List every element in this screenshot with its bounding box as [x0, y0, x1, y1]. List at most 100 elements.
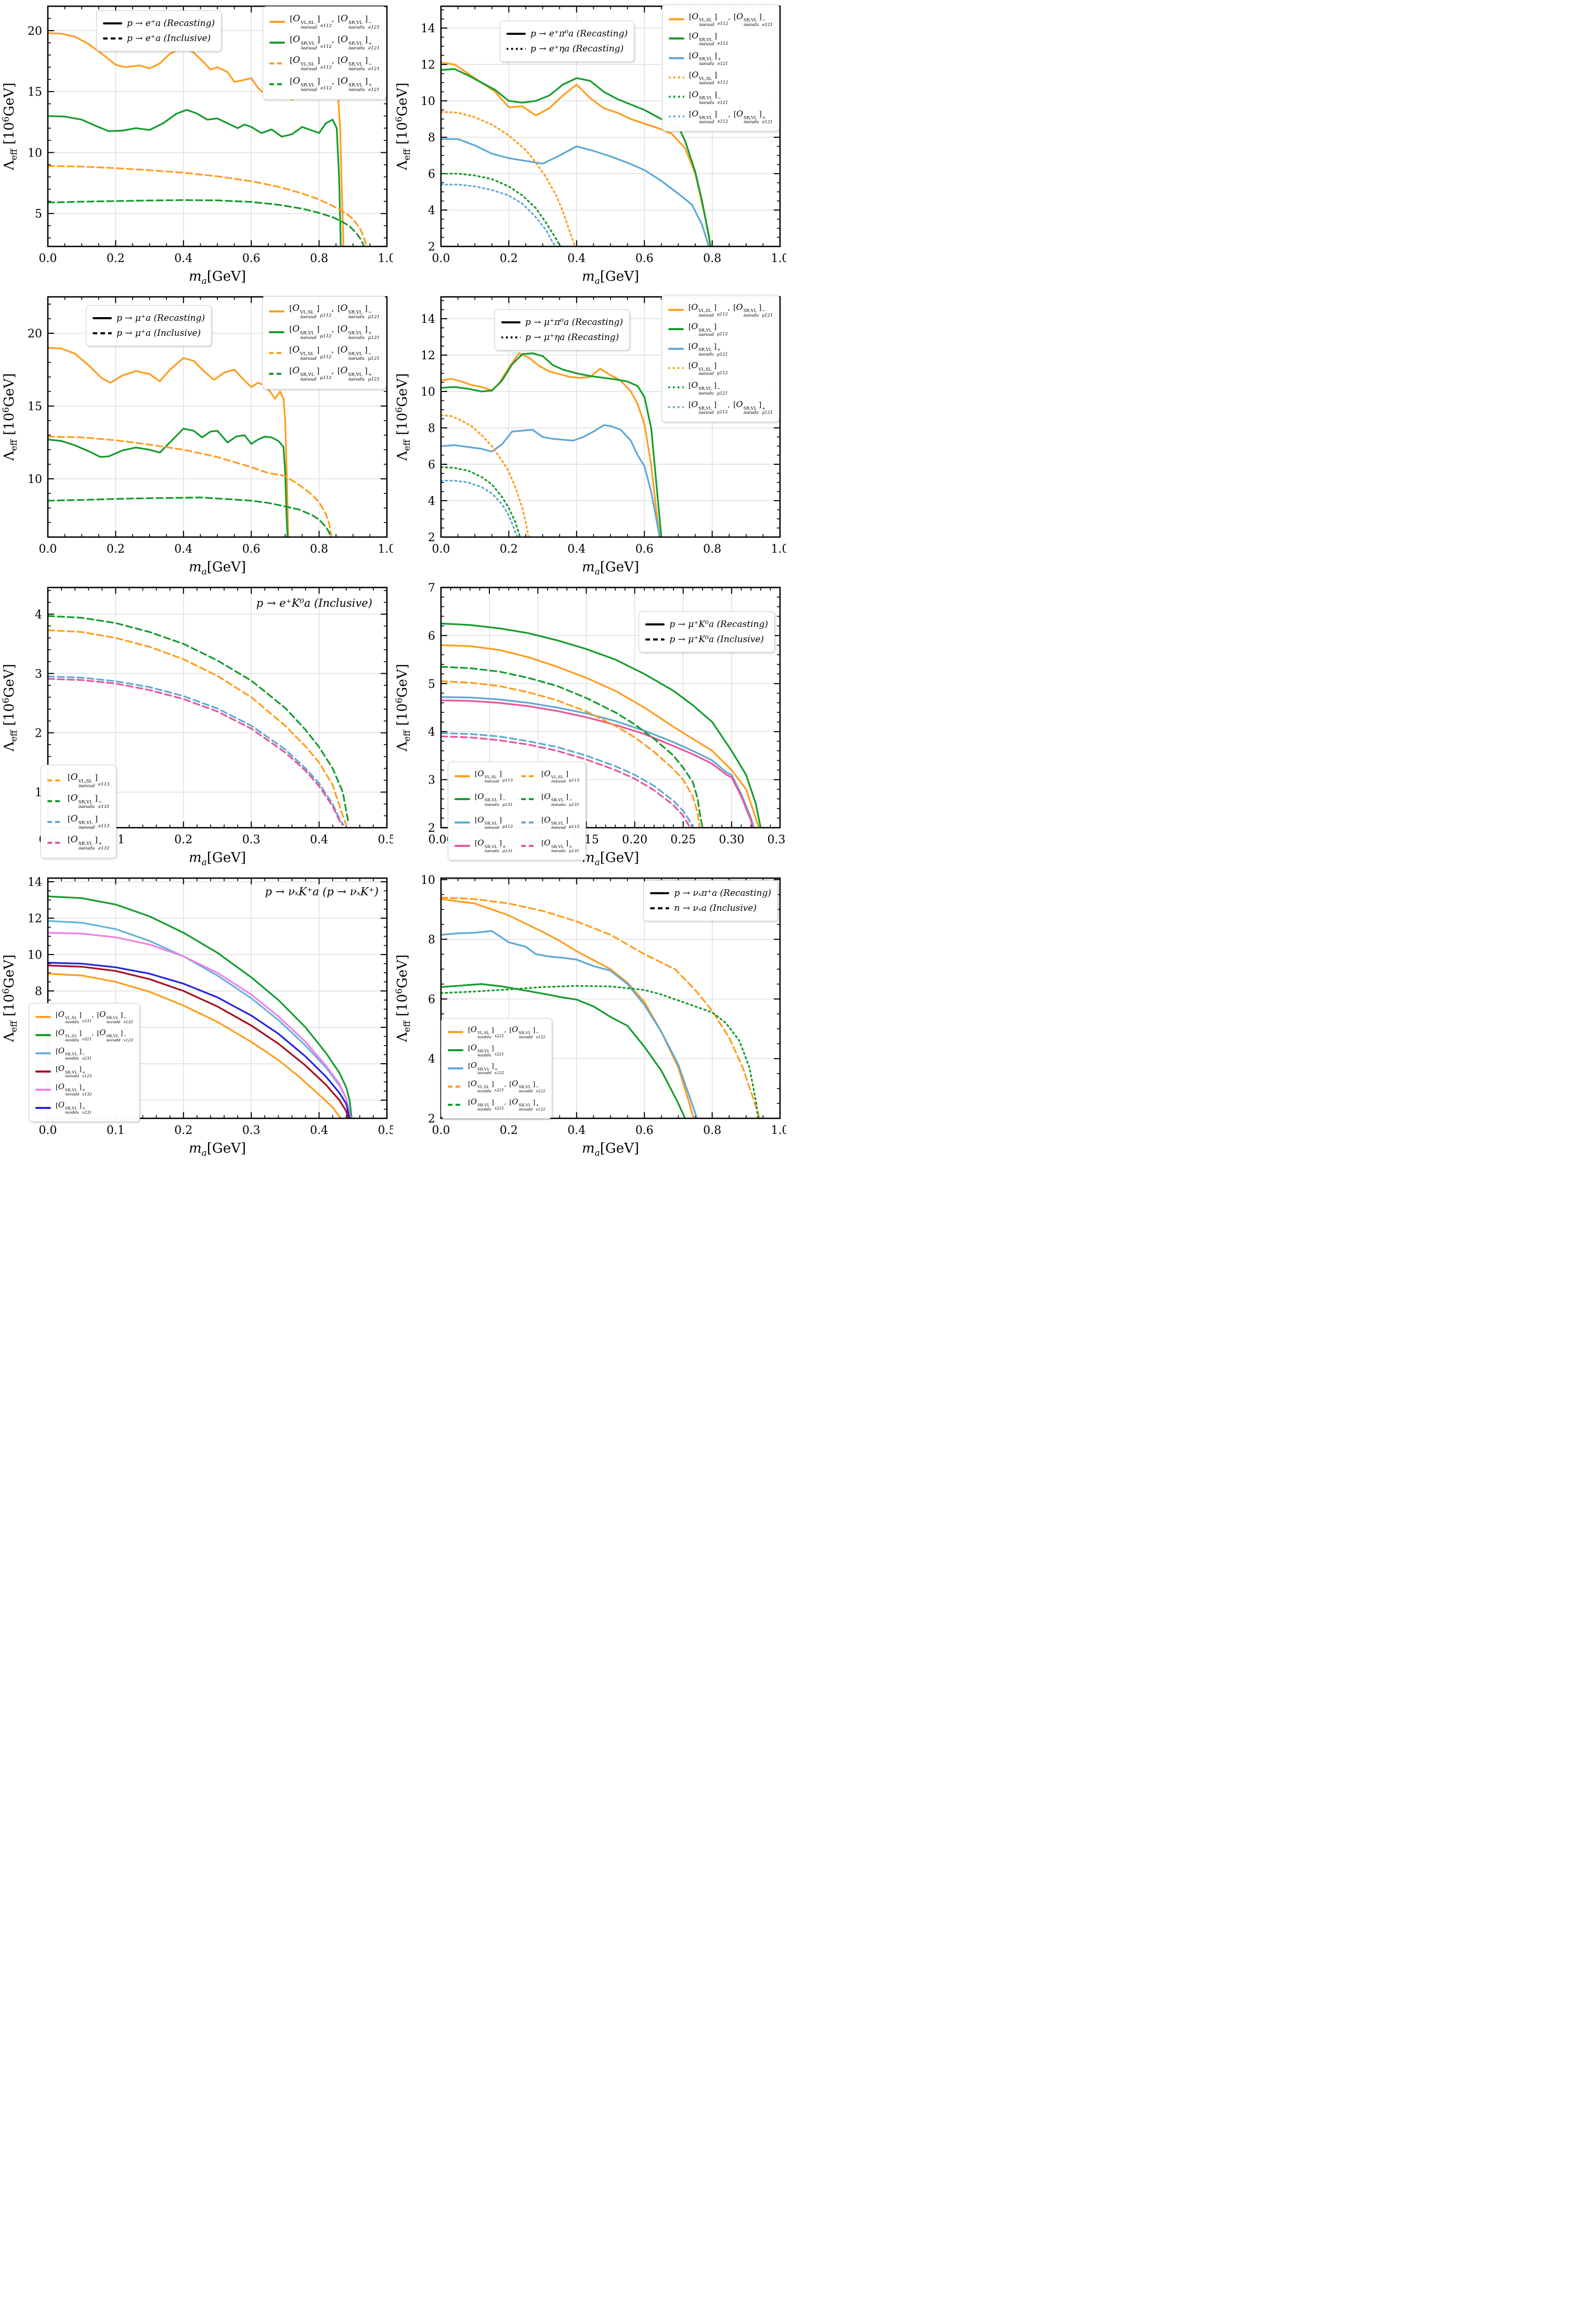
operator-label: [O SR,VL ∂aeuud] e112: [290, 34, 332, 51]
x-tick-label: 0.8: [310, 252, 328, 265]
x-tick-label: 0.0: [432, 543, 450, 556]
operator-label: [O SR,VL ∂avudd] − x132: [97, 1010, 133, 1024]
y-tick-label: 12: [421, 349, 435, 362]
series-orange-solid: [48, 347, 289, 537]
operator-label: [O SR,VL ∂aeudu] + μ121: [733, 399, 773, 415]
operator-label: [O SR,VL ∂aeudu] − e121: [337, 55, 380, 72]
x-tick-label: 0.8: [703, 1124, 721, 1137]
operator-label: [O SR,VL ∂aeuud] e113: [68, 813, 110, 830]
plot-frame: [440, 586, 781, 829]
operator-separator: ,: [332, 57, 337, 66]
legend-label: [O VL,SL ∂avddu] x221, [O SR,VL ∂avudd] − x122: [468, 1025, 545, 1039]
series-orange-dashed: [48, 436, 332, 537]
legend-entry: [O SR,VL ∂aeuud] e112, [O SR,VL ∂aeudu] + e121: [269, 76, 380, 93]
operator-label: [O VL,SL ∂aeuud] μ112: [688, 302, 728, 318]
legend-swatch-pink-solid: [454, 844, 470, 847]
legend-entry: [O VL,SL ∂avddu] x321, [O SR,VL ∂avudd] − x123: [35, 1028, 133, 1042]
legend-label: [O SR,VL ∂aeudu] + μ131: [541, 838, 579, 853]
series-green-solid: [48, 895, 353, 1118]
legend-label: p → μ⁺K⁰a (Inclusive): [669, 634, 764, 645]
panel-p-mu-pi0-a: 0.0 0.2 0.4 0.6 0.8 1.0 2 4 6 8 10 12 14 ma[GeV] Λeff …: [393, 291, 786, 581]
operators-legend: [O VL,SL ∂aeuud] μ112, [O SR,VL ∂aeudu] − μ121[…: [262, 296, 386, 390]
y-axis-title: Λeff [106GeV]: [394, 955, 412, 1042]
series-blue-solid: [441, 424, 661, 537]
panel-p-mu-K0-a: 0.000.050.100.150.200.250.300.35234567ma…: [393, 581, 786, 872]
x-tick-label: 0.5: [378, 1124, 394, 1137]
series-green-dashed: [48, 199, 365, 246]
y-axis-title: Λeff [106GeV]: [1, 373, 19, 461]
legend-label: [O SR,VL ∂aeudu] + e121: [689, 50, 728, 66]
legend-entry: [O SR,VL ∂aeudu] + e131: [47, 834, 110, 851]
operator-label: [O VL,SL ∂aeuud] μ113: [541, 768, 580, 784]
legend-label: [O SR,VL ∂avudd] + x123: [56, 1064, 92, 1078]
series-orange-dotted: [441, 414, 529, 537]
legend-swatch-green-dashed: [269, 83, 285, 86]
legend-swatch-solid: [650, 892, 670, 894]
legend-swatch-blue-dotted: [668, 406, 684, 408]
operator-label: [O SR,VL ∂aeudu] − μ121: [733, 302, 773, 318]
legend-swatch-green-solid: [269, 331, 285, 334]
legend-entry: [O VL,SL ∂aeuud] μ113: [454, 769, 513, 784]
x-axis-title: ma[GeV]: [582, 269, 639, 286]
legend-label: p → e⁺ηa (Recasting): [530, 44, 624, 54]
legend-swatch-green-dashed: [47, 800, 63, 802]
y-tick-label: 7: [428, 582, 435, 595]
legend-label: p → μ⁺a (Recasting): [116, 313, 205, 323]
plot-frame: [440, 877, 781, 1119]
legend-label: [O VL,SL ∂aeuud] e112, [O SR,VL ∂aeudu] − e121: [689, 11, 773, 27]
y-tick-label: 12: [421, 59, 435, 72]
legend-entry: [O SR,VL ∂aeuud] e112: [668, 31, 773, 46]
plot-frame: [440, 5, 781, 247]
legend-swatch-green-dashed: [521, 798, 537, 801]
legend-label: p → e⁺a (Inclusive): [127, 33, 211, 44]
legend-swatch-orange-solid: [668, 18, 684, 20]
series-orange-dashed: [48, 165, 368, 246]
operator-label: [O SR,VL ∂aeuud] μ112: [289, 365, 332, 382]
plot-frame: [440, 296, 781, 538]
operator-label: [O SR,VL ∂avudd] + x123: [56, 1064, 92, 1079]
legend-entry: [O VL,SL ∂avddu] x221, [O SR,VL ∂avudd] − x122: [448, 1079, 545, 1093]
series-orange-solid: [441, 644, 760, 828]
legend-label: [O SR,VL ∂aeuud] e112, [O SR,VL ∂aeudu] + e121: [290, 76, 380, 93]
series-green-solid: [441, 68, 711, 246]
legend-label: [O SR,VL ∂aeuud] e112, [O SR,VL ∂aeudu] + e121: [689, 109, 773, 124]
x-axis-title: ma[GeV]: [189, 1141, 246, 1158]
series-orange-dashed: [441, 896, 761, 1118]
operator-label: [O VL,SL ∂aeuud] μ112: [289, 303, 332, 320]
legend-label: [O SR,VL ∂aeudu] + μ131: [475, 838, 513, 853]
x-tick-label: 0.0: [39, 543, 57, 556]
x-tick-label: 0.4: [310, 833, 328, 846]
legend-entry: [O SR,VL ∂aeudu] + μ121: [668, 341, 773, 356]
legend-swatch-green-solid: [668, 37, 684, 40]
legend-label: [O SR,VL ∂aeuud] μ112, [O SR,VL ∂aeudu] + μ121: [289, 365, 380, 382]
legend-label: p → e⁺π⁰a (Recasting): [530, 29, 628, 39]
y-tick-label: 10: [421, 874, 435, 887]
legend-entry: [O VL,SL ∂aeuud] e113: [47, 772, 110, 789]
legend-swatch-orange-solid: [448, 1031, 463, 1034]
legend-swatch-orange-dashed: [521, 775, 537, 777]
y-axis-title: Λeff [106GeV]: [1, 83, 19, 171]
operator-label: [O VL,SL ∂aeuud] e112: [290, 14, 332, 30]
legend-swatch-blue-solid: [454, 821, 470, 824]
x-tick-label: 0.2: [174, 1124, 192, 1137]
operator-label: [O SR,VL ∂aeudu] + e121: [733, 109, 773, 125]
operator-separator: ,: [504, 1025, 509, 1034]
legend-label: [O VL,SL ∂avddu] x221, [O SR,VL ∂avudd] − x122: [468, 1079, 545, 1093]
y-tick-label: 14: [421, 22, 435, 35]
y-tick-label: 2: [35, 727, 42, 740]
panel-title: p → e⁺K⁰a (Inclusive): [256, 597, 372, 609]
series-pink-dashed: [441, 735, 691, 828]
y-tick-label: 6: [428, 459, 435, 472]
legend-swatch-green-dotted: [668, 96, 684, 98]
operators-legend: [O VL,SL ∂aeuud] e113 [O SR,VL ∂aeudu] − e131 [O S…: [41, 764, 116, 858]
x-axis-title: ma[GeV]: [582, 850, 639, 868]
operator-label: [O VL,SL ∂avddu] x221: [468, 1025, 504, 1039]
operator-label: [O SR,VL ∂avudd] − x123: [97, 1028, 133, 1042]
legend-swatch-green-dashed: [448, 1103, 463, 1106]
legend-swatch-dashed: [103, 37, 122, 40]
y-tick-label: 5: [35, 208, 42, 221]
legend-entry: [O VL,SL ∂aeuud] e112: [668, 70, 773, 85]
series-green-dashed: [441, 665, 704, 828]
legend-entry: [O SR,VL ∂aeudu] + e121: [668, 50, 773, 66]
